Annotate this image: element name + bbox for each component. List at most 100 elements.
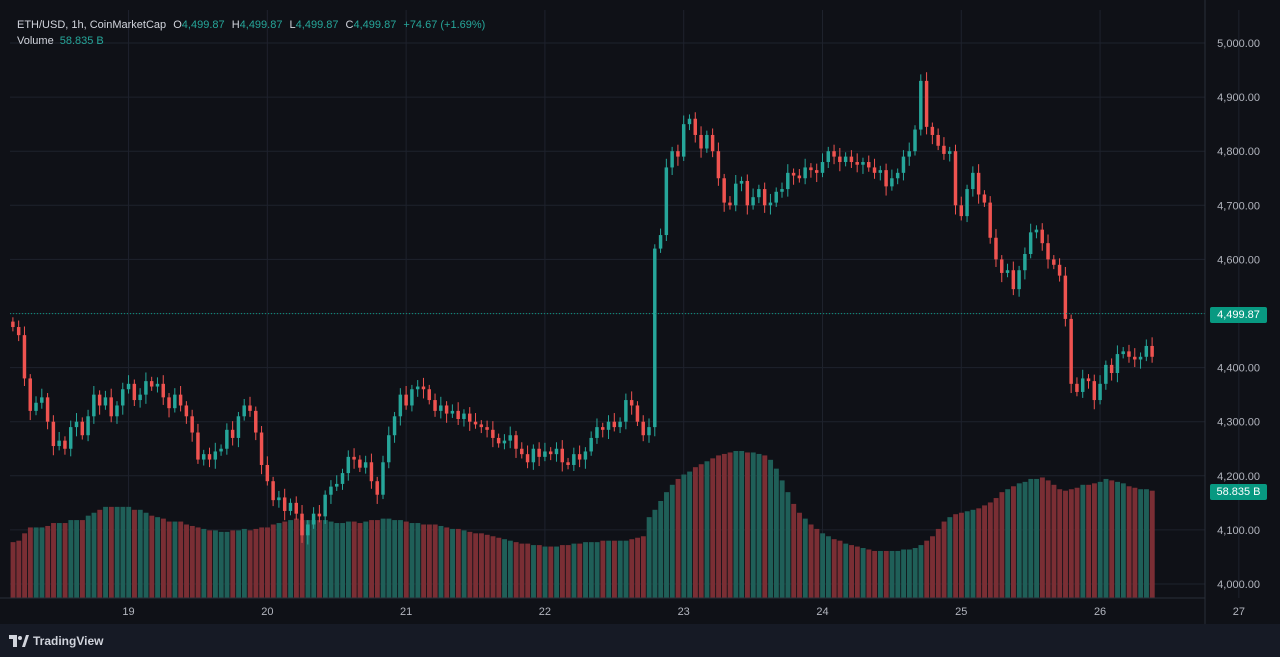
- candle: [629, 391, 634, 415]
- candle: [242, 398, 246, 421]
- volume-bar: [704, 461, 710, 598]
- candle-body: [1121, 351, 1125, 355]
- volume-bar: [565, 545, 571, 598]
- time-axis[interactable]: 19 20 21 22 23 24 25 26 27: [122, 606, 1245, 618]
- price-axis[interactable]: 5,000.00 4,900.00 4,800.00 4,700.00 4,600.00…: [1217, 38, 1260, 591]
- volume-bar: [507, 540, 513, 598]
- legend-symbol[interactable]: ETH/USD, 1h, CoinMarketCap: [17, 19, 167, 31]
- candle: [745, 174, 750, 215]
- volume-bar: [1091, 483, 1097, 598]
- candle-body: [554, 448, 559, 455]
- volume-bar: [768, 459, 774, 598]
- candle-body: [710, 134, 715, 152]
- candle: [468, 407, 472, 431]
- volume-bar: [74, 520, 80, 598]
- volume-bar: [930, 536, 935, 598]
- candle: [809, 163, 813, 178]
- candle-body: [86, 416, 90, 436]
- candle-body: [282, 497, 287, 511]
- candle-body: [433, 400, 437, 411]
- candle: [1069, 314, 1073, 394]
- volume-bar: [97, 509, 103, 598]
- candle-body: [462, 413, 466, 419]
- candle-body: [1115, 354, 1120, 374]
- candle: [595, 418, 599, 444]
- volume-bar: [733, 451, 739, 598]
- candle-body: [369, 462, 374, 482]
- candle: [1011, 261, 1016, 296]
- volume-bar: [837, 540, 843, 598]
- candle-body: [444, 405, 449, 414]
- volume-bar: [276, 523, 282, 598]
- candle: [1057, 258, 1062, 282]
- volume-bar: [1144, 489, 1149, 598]
- candle: [548, 447, 553, 461]
- volume-bar: [1057, 489, 1063, 598]
- legend-volume-label[interactable]: Volume: [17, 35, 54, 47]
- candle: [282, 488, 287, 521]
- candle: [502, 434, 507, 450]
- volume-bar: [1074, 487, 1080, 598]
- candle-body: [1034, 229, 1039, 233]
- candle-body: [22, 335, 27, 379]
- candle-body: [317, 513, 322, 517]
- volume-bar: [184, 524, 189, 598]
- volume-bar: [369, 520, 375, 598]
- volume-bar: [398, 520, 403, 598]
- candle: [728, 196, 732, 210]
- candle: [942, 137, 946, 160]
- candle: [22, 326, 27, 386]
- candle-body: [271, 481, 275, 501]
- candle: [196, 423, 200, 464]
- candle-body: [1052, 259, 1056, 265]
- candle: [398, 388, 403, 426]
- y-tick-label: 4,300.00: [1217, 417, 1260, 429]
- candle: [1144, 339, 1149, 362]
- volume-bar: [195, 527, 201, 598]
- candle-body: [1133, 356, 1137, 360]
- volume-bar: [525, 543, 531, 598]
- candle-body: [288, 502, 293, 511]
- volume-bar: [820, 533, 826, 598]
- candle-body: [849, 156, 854, 163]
- x-tick-label: 19: [122, 606, 134, 618]
- candle-body: [121, 389, 125, 406]
- legend-low: 4,499.87: [295, 19, 339, 31]
- candle-body: [884, 170, 888, 187]
- volume-bar: [39, 527, 45, 598]
- volume-bar: [444, 527, 450, 598]
- candle: [173, 388, 177, 413]
- candle-body: [606, 421, 611, 430]
- volume-bar: [299, 520, 305, 598]
- candle-body: [994, 237, 998, 260]
- candle: [427, 384, 431, 405]
- candle: [1121, 347, 1125, 359]
- candle-body: [832, 151, 836, 157]
- candle: [774, 187, 778, 207]
- candle: [421, 377, 426, 399]
- volume-bar: [785, 492, 791, 598]
- volume-bar: [473, 533, 479, 598]
- volume-bar: [189, 525, 195, 598]
- volume-bar: [762, 455, 768, 598]
- candle: [306, 520, 310, 545]
- candle: [583, 447, 588, 469]
- candle: [1092, 374, 1097, 410]
- volume-bar: [496, 537, 502, 598]
- volume-bar: [901, 549, 907, 598]
- legend-high: 4,499.87: [239, 19, 283, 31]
- legend-high-label: H: [231, 19, 240, 31]
- tradingview-logo[interactable]: TradingView: [9, 634, 103, 648]
- candle-body: [577, 454, 582, 460]
- y-tick-label: 5,000.00: [1217, 38, 1260, 50]
- volume-bar: [987, 502, 993, 598]
- tradingview-logo-icon: [9, 635, 29, 647]
- candle-body: [392, 416, 397, 436]
- chart-canvas[interactable]: 5,000.00 4,900.00 4,800.00 4,700.00 4,600.00…: [0, 0, 1280, 624]
- candle: [508, 426, 512, 449]
- candle-body: [1092, 381, 1097, 401]
- candle-body: [913, 129, 917, 152]
- candle-body: [173, 394, 177, 409]
- candle: [601, 422, 605, 438]
